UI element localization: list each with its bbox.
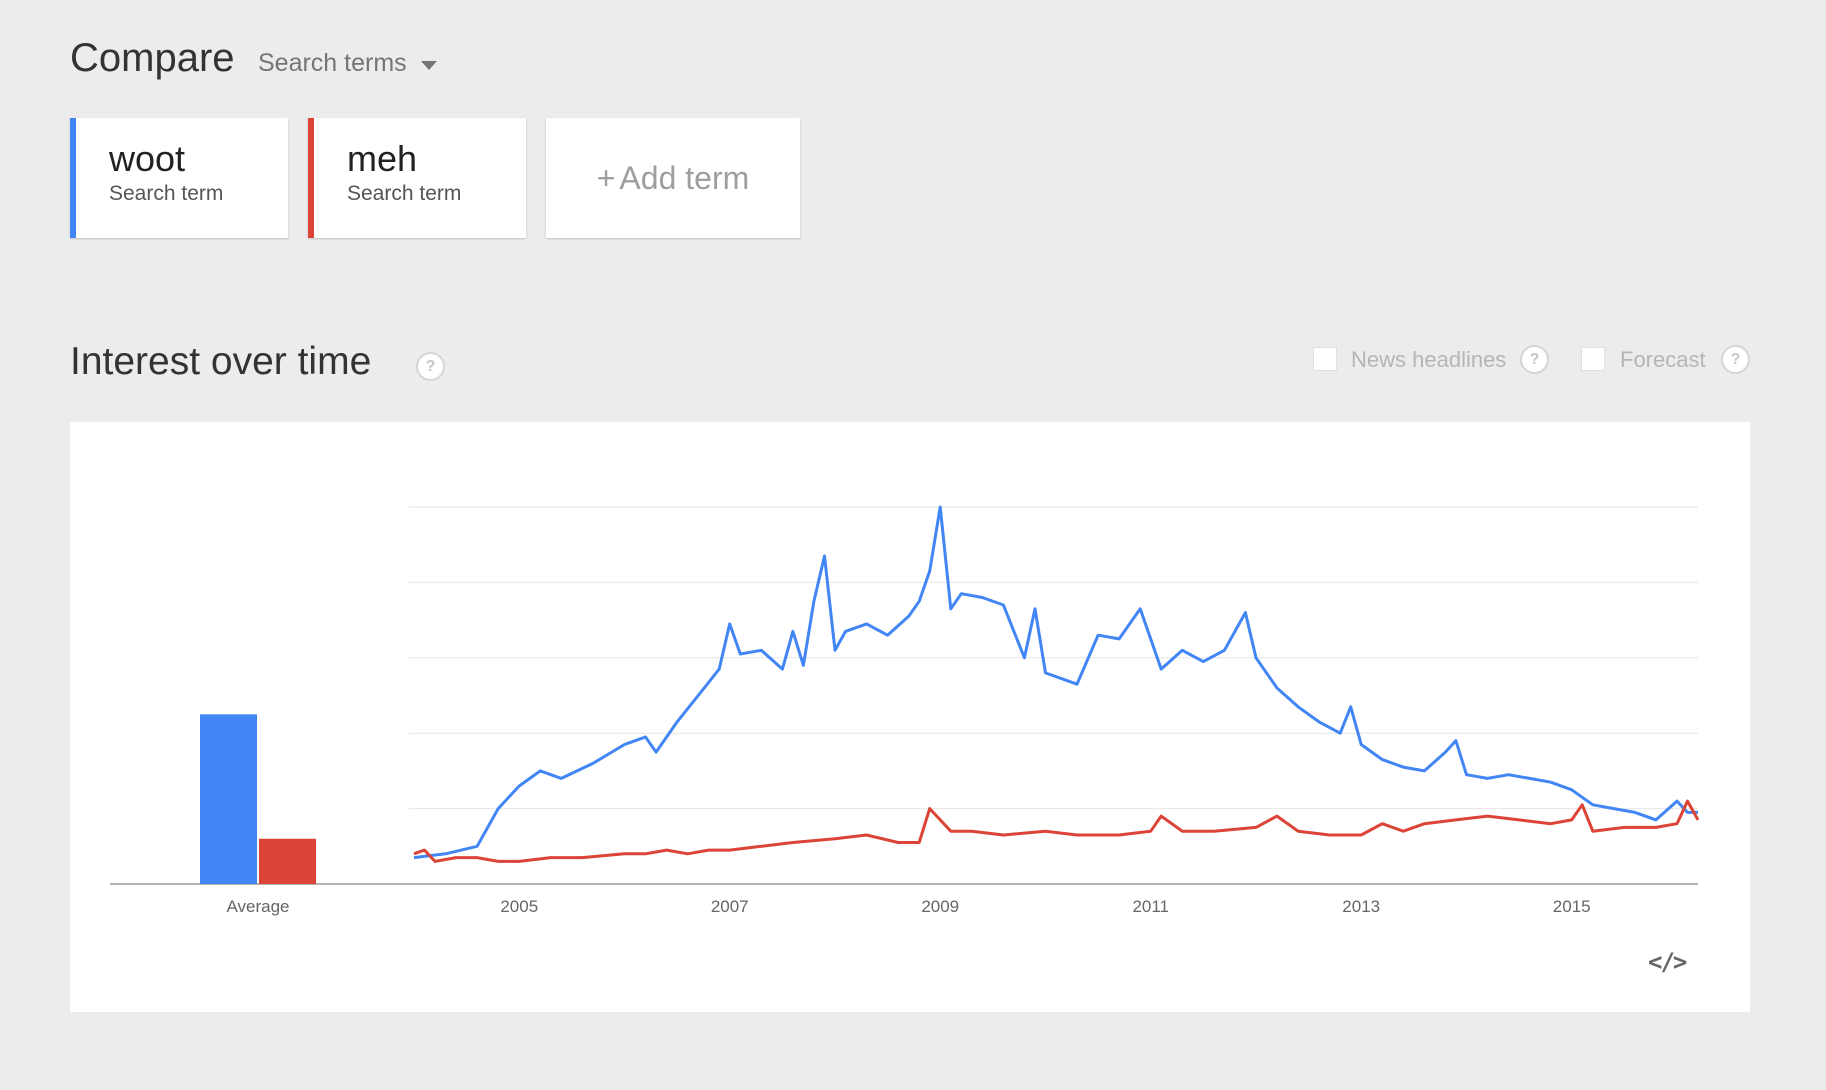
term-subtitle: Search term [347, 182, 462, 205]
search-terms-dropdown-label: Search terms [258, 49, 407, 77]
term-color-stripe [70, 118, 76, 238]
term-name: woot [109, 138, 186, 179]
x-tick-label: 2009 [921, 897, 959, 916]
series-line-meh [413, 799, 1700, 863]
add-term-button[interactable]: + Add term [546, 118, 800, 238]
news-headlines-help-icon[interactable]: ? [1520, 345, 1549, 374]
average-bar-meh [259, 838, 316, 884]
series-line-woot [413, 505, 1698, 860]
x-tick-label: 2011 [1132, 897, 1169, 916]
term-name: meh [347, 138, 418, 179]
search-terms-dropdown[interactable]: Search terms [258, 49, 437, 78]
forecast-help-icon[interactable]: ? [1721, 345, 1750, 374]
x-tick-label: 2015 [1553, 897, 1591, 916]
term-subtitle: Search term [109, 182, 224, 205]
chart-svg: Average 2005 2007 2009 2011 2013 2015 [110, 505, 1700, 916]
x-tick-label: 2007 [711, 897, 749, 916]
caret-down-icon [420, 61, 437, 70]
term-card-meh[interactable]: meh Search term [308, 118, 526, 238]
average-label: Average [226, 897, 289, 916]
x-tick-label: 2005 [500, 897, 538, 916]
add-term-label: Add term [619, 159, 750, 196]
term-card-woot[interactable]: woot Search term [70, 118, 288, 238]
compare-title: Compare [70, 36, 235, 80]
average-bar-woot [200, 714, 257, 884]
section-title: Interest over time [70, 340, 372, 383]
x-tick-label: 2013 [1342, 897, 1380, 916]
help-icon[interactable]: ? [416, 352, 445, 381]
news-headlines-checkbox[interactable] [1313, 347, 1337, 371]
term-color-stripe [308, 118, 314, 238]
interest-over-time-chart: Average 2005 2007 2009 2011 2013 2015 </> [70, 422, 1750, 1012]
embed-code-icon[interactable]: </> [1648, 948, 1687, 976]
forecast-checkbox[interactable] [1581, 347, 1605, 371]
news-headlines-label: News headlines [1351, 347, 1507, 372]
forecast-label: Forecast [1620, 347, 1706, 372]
plus-icon: + [596, 159, 616, 196]
